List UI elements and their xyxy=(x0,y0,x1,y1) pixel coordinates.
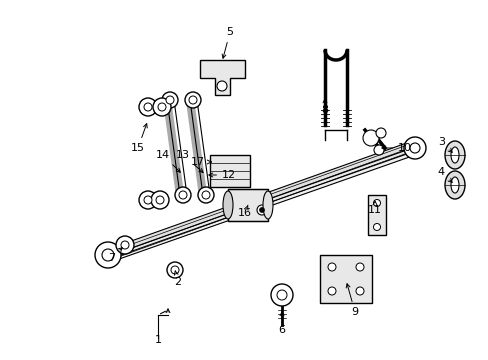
Circle shape xyxy=(373,224,380,230)
Circle shape xyxy=(327,287,335,295)
Circle shape xyxy=(143,103,152,111)
Circle shape xyxy=(327,263,335,271)
Circle shape xyxy=(116,236,134,254)
Polygon shape xyxy=(200,60,244,95)
Circle shape xyxy=(217,81,226,91)
Circle shape xyxy=(270,284,292,306)
Circle shape xyxy=(355,263,363,271)
Circle shape xyxy=(257,205,266,215)
Circle shape xyxy=(355,287,363,295)
Circle shape xyxy=(375,128,385,138)
Circle shape xyxy=(143,196,152,204)
Text: 8: 8 xyxy=(321,99,328,115)
Circle shape xyxy=(198,187,214,203)
Circle shape xyxy=(202,191,209,199)
Text: 6: 6 xyxy=(278,312,285,335)
Circle shape xyxy=(409,143,419,153)
Circle shape xyxy=(179,191,186,199)
Text: 7: 7 xyxy=(108,248,122,263)
Circle shape xyxy=(167,262,183,278)
Circle shape xyxy=(165,96,174,104)
Circle shape xyxy=(162,92,178,108)
Circle shape xyxy=(373,199,380,207)
Text: 10: 10 xyxy=(381,143,411,153)
Text: 1: 1 xyxy=(154,335,161,345)
Bar xyxy=(227,189,267,221)
Polygon shape xyxy=(102,148,417,264)
Circle shape xyxy=(189,96,197,104)
Text: 11: 11 xyxy=(367,201,381,215)
Polygon shape xyxy=(104,144,417,260)
Text: 12: 12 xyxy=(208,170,236,180)
Circle shape xyxy=(259,207,264,212)
Ellipse shape xyxy=(450,147,458,163)
Circle shape xyxy=(139,98,157,116)
Text: 14: 14 xyxy=(156,150,180,172)
Circle shape xyxy=(171,266,179,274)
Ellipse shape xyxy=(450,177,458,193)
Text: 16: 16 xyxy=(238,205,251,218)
Circle shape xyxy=(184,92,201,108)
Bar xyxy=(367,195,385,235)
Circle shape xyxy=(158,103,165,111)
Text: 3: 3 xyxy=(437,137,451,152)
Text: 15: 15 xyxy=(131,123,147,153)
Ellipse shape xyxy=(444,141,464,169)
Polygon shape xyxy=(106,140,417,256)
Circle shape xyxy=(121,241,129,249)
Circle shape xyxy=(403,137,425,159)
Text: 2: 2 xyxy=(174,271,181,287)
Bar xyxy=(319,255,371,303)
Bar xyxy=(209,155,249,187)
Circle shape xyxy=(139,191,157,209)
Ellipse shape xyxy=(263,191,272,219)
Text: 5: 5 xyxy=(222,27,233,58)
Circle shape xyxy=(175,187,191,203)
Circle shape xyxy=(276,290,286,300)
Circle shape xyxy=(373,145,383,155)
Text: 13: 13 xyxy=(176,150,203,172)
Circle shape xyxy=(156,196,163,204)
Circle shape xyxy=(102,249,114,261)
Ellipse shape xyxy=(223,191,232,219)
Circle shape xyxy=(362,130,378,146)
Text: 9: 9 xyxy=(346,284,358,317)
Circle shape xyxy=(151,191,169,209)
Ellipse shape xyxy=(444,171,464,199)
Circle shape xyxy=(153,98,171,116)
Text: 4: 4 xyxy=(437,167,451,182)
Circle shape xyxy=(95,242,121,268)
Text: 17: 17 xyxy=(190,157,211,167)
